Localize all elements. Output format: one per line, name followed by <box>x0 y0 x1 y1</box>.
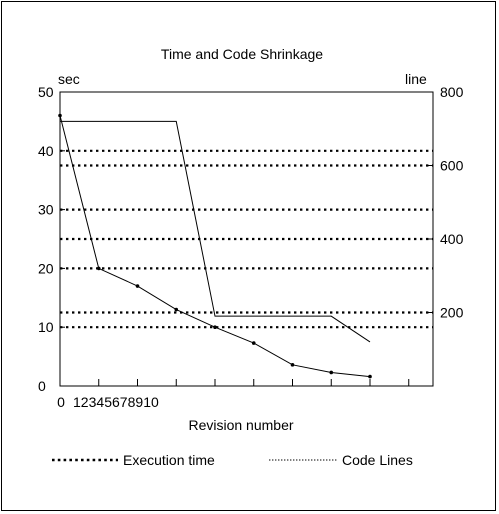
legend-label-code-lines: Code Lines <box>342 452 413 468</box>
data-point-execution-time <box>368 375 372 379</box>
left-tick-label: 50 <box>38 84 54 100</box>
left-axis-unit: sec <box>58 71 80 87</box>
x-tick-label: 5 <box>104 394 112 410</box>
data-point-execution-time <box>136 284 140 288</box>
x-tick-label: 10 <box>143 394 159 410</box>
right-tick-label: 400 <box>440 231 464 247</box>
x-tick-label: 6 <box>112 394 120 410</box>
right-tick-label: 200 <box>440 305 464 321</box>
x-tick-label: 0 <box>57 394 65 410</box>
data-point-execution-time <box>329 371 333 375</box>
x-tick-label: 3 <box>89 394 97 410</box>
legend-label-execution-time: Execution time <box>123 452 215 468</box>
data-point-execution-time <box>174 308 178 312</box>
right-tick-label: 600 <box>440 158 464 174</box>
series-line-code-lines <box>60 121 370 342</box>
data-point-execution-time <box>58 114 62 118</box>
left-tick-label: 10 <box>38 319 54 335</box>
x-tick-label: 4 <box>96 394 104 410</box>
data-point-execution-time <box>252 341 256 345</box>
series-line-execution-time <box>60 116 370 377</box>
x-tick-label: 9 <box>135 394 143 410</box>
right-tick-label: 800 <box>440 84 464 100</box>
data-point-execution-time <box>291 363 295 367</box>
data-point-execution-time <box>97 267 101 271</box>
right-axis-unit: line <box>405 71 427 87</box>
x-tick-label: 2 <box>81 394 89 410</box>
x-tick-label: 7 <box>120 394 128 410</box>
x-tick-label: 1 <box>73 394 81 410</box>
chart-title: Time and Code Shrinkage <box>161 46 323 62</box>
x-tick-label: 8 <box>128 394 136 410</box>
data-point-execution-time <box>213 325 217 329</box>
x-axis-label: Revision number <box>188 417 293 433</box>
left-tick-label: 0 <box>38 378 46 394</box>
legend: Execution time Code Lines <box>52 452 413 468</box>
left-tick-label: 40 <box>38 143 54 159</box>
left-tick-label: 30 <box>38 202 54 218</box>
left-tick-label: 20 <box>38 260 54 276</box>
